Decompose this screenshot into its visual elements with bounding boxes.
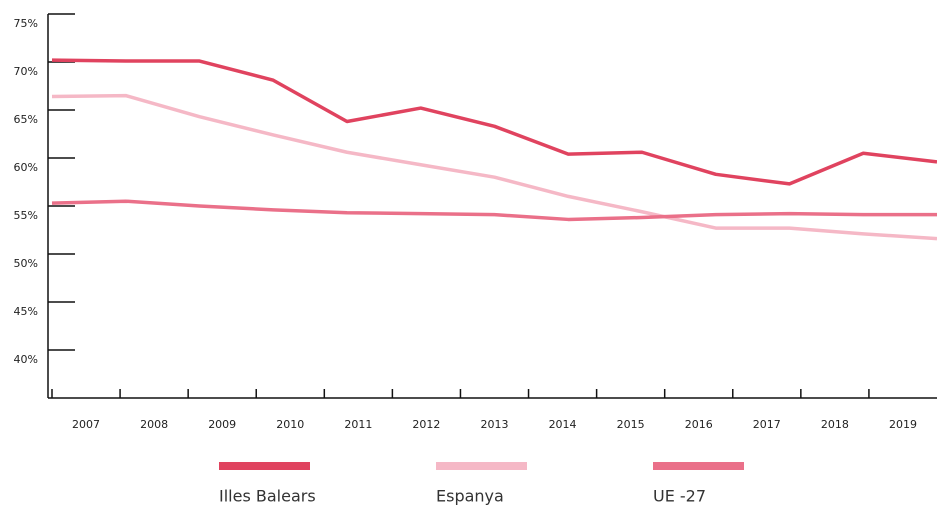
x-tick-label: 2017 (753, 418, 781, 431)
x-tick-label: 2007 (72, 418, 100, 431)
x-tick-label: 2019 (889, 418, 917, 431)
series-line (51, 93, 937, 241)
y-tick-label: 55% (14, 209, 38, 222)
x-tick-label: 2015 (617, 418, 645, 431)
x-tick-label: 2018 (821, 418, 849, 431)
x-tick-label: 2008 (140, 418, 168, 431)
legend-swatch (653, 462, 744, 470)
x-tick-label: 2010 (276, 418, 304, 431)
x-tick-label: 2009 (208, 418, 236, 431)
legend-label: UE -27 (653, 487, 706, 506)
x-tick-label: 2012 (412, 418, 440, 431)
series-line (51, 58, 937, 186)
y-tick-label: 40% (14, 353, 38, 366)
legend-swatch (436, 462, 527, 470)
y-tick-label: 75% (14, 17, 38, 30)
x-tick-label: 2014 (549, 418, 577, 431)
legend-label: Illes Balears (219, 487, 316, 506)
x-tick-label: 2013 (481, 418, 509, 431)
series-line (51, 199, 937, 222)
y-tick-label: 70% (14, 65, 38, 78)
legend-label: Espanya (436, 487, 504, 506)
x-tick-label: 2011 (344, 418, 372, 431)
legend-swatch (219, 462, 310, 470)
y-tick-label: 50% (14, 257, 38, 270)
y-tick-label: 65% (14, 113, 38, 126)
y-tick-label: 45% (14, 305, 38, 318)
x-tick-label: 2016 (685, 418, 713, 431)
y-tick-label: 60% (14, 161, 38, 174)
